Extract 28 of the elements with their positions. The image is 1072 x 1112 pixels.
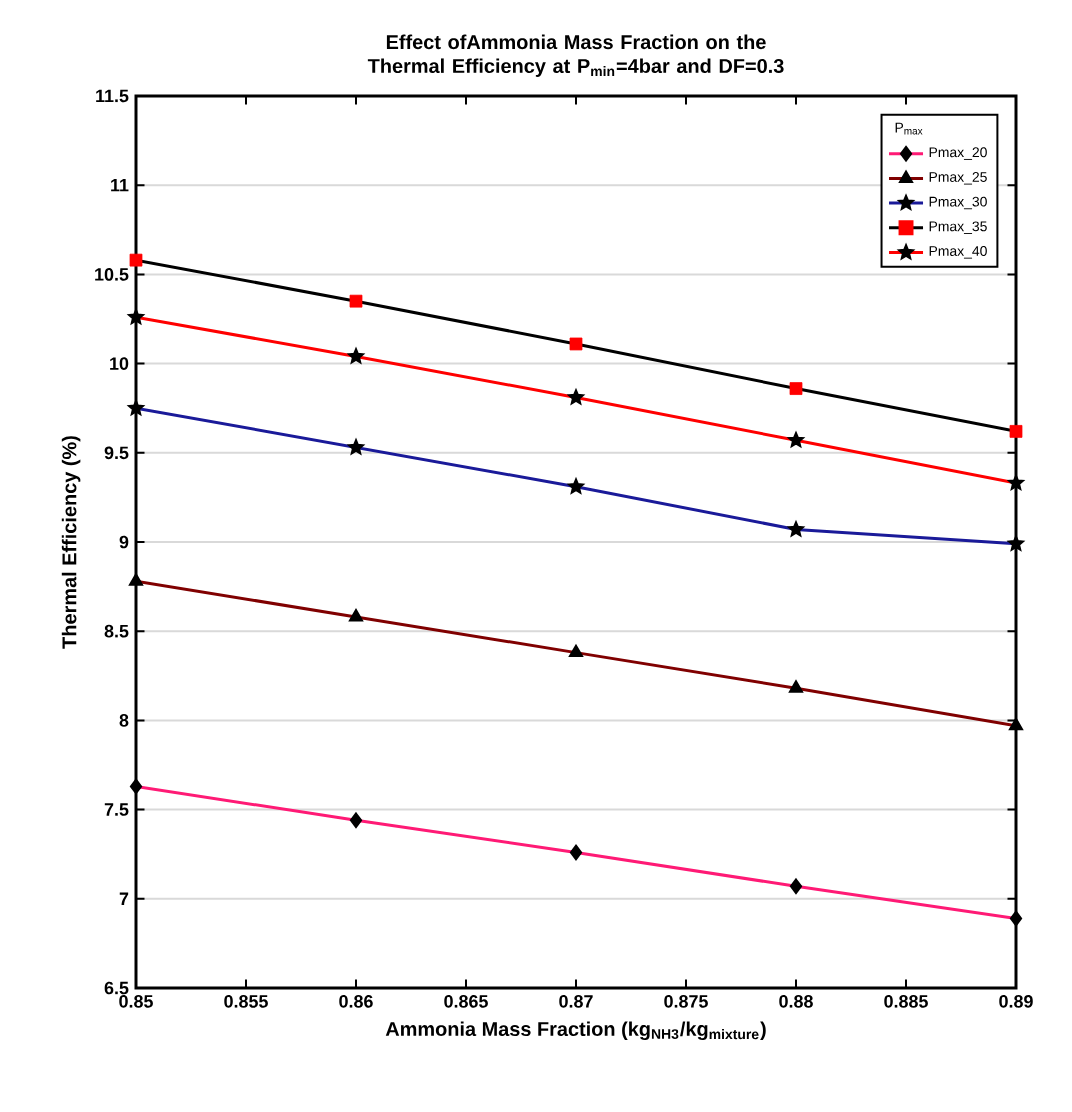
x-tick-label: 0.89	[999, 995, 1033, 1008]
point	[789, 382, 803, 395]
x-tick-label: 0.885	[884, 995, 928, 1008]
y-tick-label: 11.5	[96, 89, 129, 103]
y-tick-label: 10.5	[95, 268, 129, 281]
x-tick-label: 0.87	[559, 995, 593, 1008]
y-tick-label: 9.5	[104, 446, 129, 460]
x-tick-label: 0.88	[779, 995, 813, 1008]
point	[1009, 425, 1023, 438]
y-tick-label: 9	[119, 535, 129, 549]
x-tick-label: 0.865	[444, 995, 488, 1008]
y-tick-label: 7.5	[104, 803, 129, 816]
y-tick-label: 8	[119, 714, 129, 727]
x-tick-label: 0.86	[339, 995, 373, 1008]
point	[129, 253, 143, 267]
x-tick-label: 0.85	[119, 995, 153, 1008]
y-tick-label: 11	[111, 179, 129, 192]
y-tick-label: 7	[119, 892, 129, 905]
x-tick-label: 0.875	[664, 995, 708, 1008]
x-axis-title: Ammonia Mass Fraction (kg$_{NH3}$/kg$_{mixture}$)	[385, 1021, 766, 1041]
y-tick-label: 10	[110, 357, 129, 370]
y-tick-label: 6.5	[104, 981, 129, 995]
y-tick-label: 8.5	[104, 624, 129, 638]
y-axis-title: Thermal Efficiency (%)	[61, 436, 81, 649]
chart-title: Effect ofAmmonia Mass Fraction on the Thermal Efficiency at P$_{min}$=4bar and DF=0.3	[367, 34, 784, 77]
point	[569, 337, 583, 351]
point	[349, 294, 363, 308]
x-tick-label: 0.855	[224, 995, 268, 1008]
